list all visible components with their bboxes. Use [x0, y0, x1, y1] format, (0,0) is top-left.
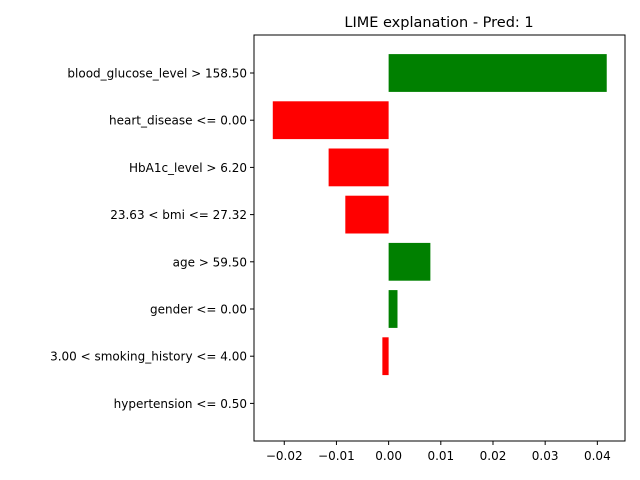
x-tick-label: 0.01 — [427, 449, 454, 463]
y-tick-label: blood_glucose_level > 158.50 — [67, 67, 247, 81]
y-tick-label: 3.00 < smoking_history <= 4.00 — [50, 350, 247, 364]
y-tick-label: age > 59.50 — [173, 255, 247, 269]
x-tick-label: −0.02 — [266, 449, 303, 463]
x-tick-label: 0.03 — [532, 449, 559, 463]
bars-group — [272, 54, 607, 376]
bar-1 — [272, 101, 389, 140]
bar-5 — [388, 290, 398, 328]
bar-3 — [345, 195, 389, 234]
x-tick-label: −0.01 — [318, 449, 355, 463]
x-tick-label: 0.00 — [375, 449, 402, 463]
y-tick-label: 23.63 < bmi <= 27.32 — [110, 208, 247, 222]
y-tick-label: HbA1c_level > 6.20 — [129, 161, 247, 175]
bar-6 — [382, 337, 389, 376]
y-tick-label: heart_disease <= 0.00 — [109, 114, 247, 128]
bar-4 — [388, 242, 431, 281]
bar-2 — [328, 148, 389, 187]
y-tick-group: blood_glucose_level > 158.50 heart_diseas… — [50, 67, 254, 411]
chart-title: LIME explanation - Pred: 1 — [344, 15, 533, 31]
x-tick-label: 0.02 — [480, 449, 507, 463]
x-tick-group: −0.02 −0.01 0.00 0.01 0.02 0.03 0.04 — [266, 441, 611, 463]
plot-frame — [253, 34, 626, 442]
y-tick-label: gender <= 0.00 — [150, 303, 247, 317]
y-tick-label: hypertension <= 0.50 — [114, 397, 247, 411]
bar-0 — [388, 54, 607, 92]
x-tick-label: 0.04 — [584, 449, 611, 463]
